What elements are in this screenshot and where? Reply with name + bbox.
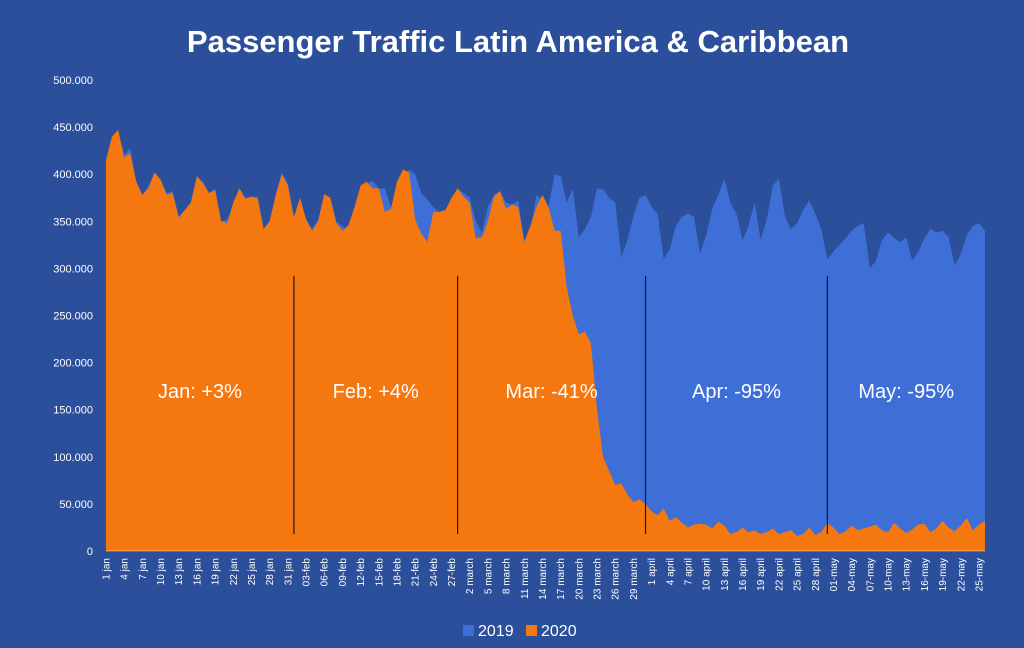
legend-swatch-2019 xyxy=(463,625,474,636)
y-tick-label: 350.000 xyxy=(53,216,93,228)
y-tick-label: 150.000 xyxy=(53,405,93,417)
month-annotation: Jan: +3% xyxy=(158,381,242,403)
x-tick-label: 21-feb xyxy=(411,558,422,587)
y-axis: 0 50.000 100.000 150.000 200.000 250.000 300.0… xyxy=(53,75,93,558)
x-tick-label: 28 jan xyxy=(265,558,276,585)
x-tick-label: 10-may xyxy=(884,558,895,591)
x-tick-label: 16-may xyxy=(920,558,931,591)
x-tick-label: 5 march xyxy=(483,558,494,594)
x-tick-label: 1 jan xyxy=(102,558,113,580)
x-tick-label: 17 march xyxy=(556,558,567,600)
x-tick-label: 2 march xyxy=(465,558,476,594)
month-annotation: Apr: -95% xyxy=(692,381,781,403)
x-tick-label: 1 april xyxy=(647,558,658,585)
x-tick-label: 20 march xyxy=(574,558,585,600)
x-tick-label: 25 april xyxy=(793,558,804,591)
month-annotations: Jan: +3% Feb: +4% Mar: -41% Apr: -95% May: -… xyxy=(158,381,954,403)
y-tick-label: 450.000 xyxy=(53,122,93,134)
month-annotation: May: -95% xyxy=(858,381,954,403)
x-tick-label: 7 jan xyxy=(138,558,149,580)
x-tick-label: 16 april xyxy=(738,558,749,591)
x-tick-label: 09-feb xyxy=(338,558,349,587)
x-tick-label: 10 jan xyxy=(156,558,167,585)
y-tick-label: 0 xyxy=(87,546,93,558)
x-tick-label: 23 march xyxy=(593,558,604,600)
chart-title: Passenger Traffic Latin America & Caribb… xyxy=(187,24,849,59)
y-tick-label: 250.000 xyxy=(53,311,93,323)
y-tick-label: 100.000 xyxy=(53,452,93,464)
x-tick-label: 19 april xyxy=(756,558,767,591)
x-tick-label: 13-may xyxy=(902,558,913,591)
x-axis: 1 jan 4 jan 7 jan 10 jan 13 jan 16 jan 19 jan 2… xyxy=(102,550,985,600)
x-tick-label: 10 april xyxy=(702,558,713,591)
x-tick-label: 28 april xyxy=(811,558,822,591)
x-tick-label: 11 march xyxy=(520,558,531,599)
y-tick-label: 500.000 xyxy=(53,75,93,87)
x-tick-label: 31 jan xyxy=(283,558,294,585)
x-tick-label: 24-feb xyxy=(429,558,440,587)
legend-label-2020: 2020 xyxy=(541,623,577,640)
x-tick-label: 4 jan xyxy=(120,558,131,580)
x-tick-label: 29 march xyxy=(629,558,640,600)
x-tick-label: 07-may xyxy=(865,558,876,591)
y-tick-label: 400.000 xyxy=(53,169,93,181)
x-tick-label: 22-may xyxy=(956,558,967,591)
x-tick-label: 16 jan xyxy=(192,558,203,585)
y-tick-label: 200.000 xyxy=(53,358,93,370)
x-tick-label: 12-feb xyxy=(356,558,367,587)
legend: 2019 2020 xyxy=(463,623,577,640)
month-annotation: Feb: +4% xyxy=(333,381,419,403)
x-tick-label: 14 march xyxy=(538,558,549,600)
y-tick-label: 50.000 xyxy=(59,499,93,511)
x-tick-label: 13 jan xyxy=(174,558,185,585)
x-tick-label: 7 april xyxy=(683,558,694,585)
x-tick-label: 4 april xyxy=(665,558,676,585)
plot-area xyxy=(106,129,985,551)
x-tick-label: 15-feb xyxy=(374,558,385,587)
x-tick-label: 01-may xyxy=(829,558,840,591)
x-tick-label: 13 april xyxy=(720,558,731,591)
month-annotation: Mar: -41% xyxy=(505,381,597,403)
x-tick-label: 27-feb xyxy=(447,558,458,587)
legend-swatch-2020 xyxy=(526,625,537,636)
y-tick-label: 300.000 xyxy=(53,263,93,275)
x-tick-label: 03-feb xyxy=(302,558,313,587)
x-tick-label: 22 april xyxy=(774,558,785,591)
x-tick-label: 04-may xyxy=(847,558,858,591)
legend-label-2019: 2019 xyxy=(478,623,514,640)
x-tick-label: 25 jan xyxy=(247,558,258,585)
x-tick-label: 06-feb xyxy=(320,558,331,587)
series-area-2020 xyxy=(106,129,985,551)
x-tick-label: 19 jan xyxy=(211,558,222,585)
x-tick-label: 19-may xyxy=(938,558,949,591)
x-tick-label: 22 jan xyxy=(229,558,240,585)
x-tick-label: 18-feb xyxy=(392,558,403,587)
x-tick-label: 8 march xyxy=(502,558,513,594)
x-tick-label: 25-may xyxy=(974,558,985,591)
x-tick-label: 26 march xyxy=(611,558,622,600)
month-dividers xyxy=(293,275,828,535)
